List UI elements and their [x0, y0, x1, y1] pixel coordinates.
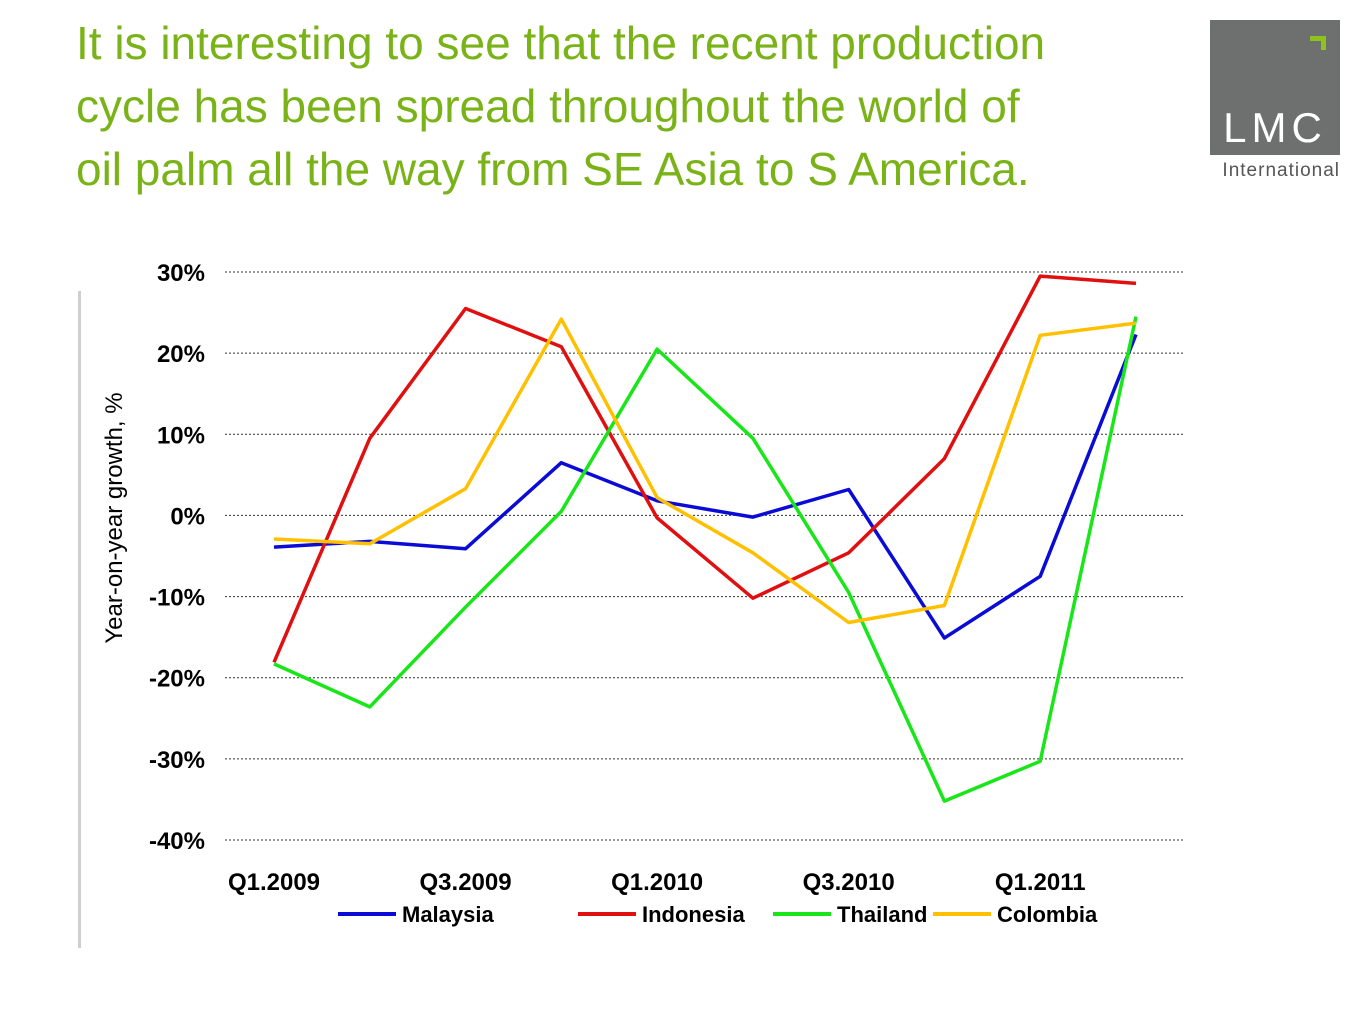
x-tick-label: Q3.2009: [420, 869, 512, 896]
legend-label-indonesia: Indonesia: [642, 902, 745, 927]
logo-box: LMC: [1210, 20, 1340, 155]
y-tick-label: -30%: [149, 747, 205, 774]
y-tick-label: -20%: [149, 666, 205, 693]
legend-label-malaysia: Malaysia: [402, 902, 494, 927]
headline-line-1: It is interesting to see that the recent…: [76, 17, 1046, 69]
logo-subtitle: International: [1222, 160, 1340, 181]
series-line-indonesia: [272, 274, 1137, 663]
legend: Malaysia Indonesia Thailand Colombia: [338, 902, 1098, 927]
left-divider: [78, 291, 81, 948]
headline-line-2: cycle has been spread throughout the wor…: [76, 80, 1020, 132]
y-tick-label: 0%: [170, 503, 205, 530]
y-tick-label: -40%: [149, 828, 205, 855]
y-tick-label: -10%: [149, 585, 205, 612]
y-axis-label: Year-on-year growth, %: [101, 392, 128, 643]
y-tick-labels: 30% 20% 10% 0% -10% -20% -30% -40%: [149, 260, 205, 855]
x-tick-label: Q3.2010: [803, 869, 895, 896]
lmc-logo: LMC International: [1210, 20, 1340, 181]
legend-label-colombia: Colombia: [997, 902, 1098, 927]
series-lines: [272, 274, 1138, 803]
y-tick-label: 20%: [157, 341, 205, 368]
y-tick-label: 10%: [157, 422, 205, 449]
series-line-colombia: [273, 317, 1137, 625]
legend-label-thailand: Thailand: [837, 902, 927, 927]
series-line-malaysia: [273, 333, 1138, 640]
x-tick-label: Q1.2011: [995, 869, 1086, 896]
x-tick-label: Q1.2009: [228, 869, 320, 896]
logo-text: LMC: [1223, 104, 1327, 151]
series-line-thailand: [273, 316, 1138, 803]
slide-headline: It is interesting to see that the recent…: [76, 12, 1196, 201]
y-tick-label: 30%: [157, 260, 205, 287]
x-tick-label: Q1.2010: [611, 869, 703, 896]
logo-corner-mark-icon: [1310, 36, 1326, 50]
headline-line-3: oil palm all the way from SE Asia to S A…: [76, 143, 1030, 195]
x-tick-labels: Q1.2009 Q3.2009 Q1.2010 Q3.2010 Q1.2011: [228, 869, 1086, 896]
